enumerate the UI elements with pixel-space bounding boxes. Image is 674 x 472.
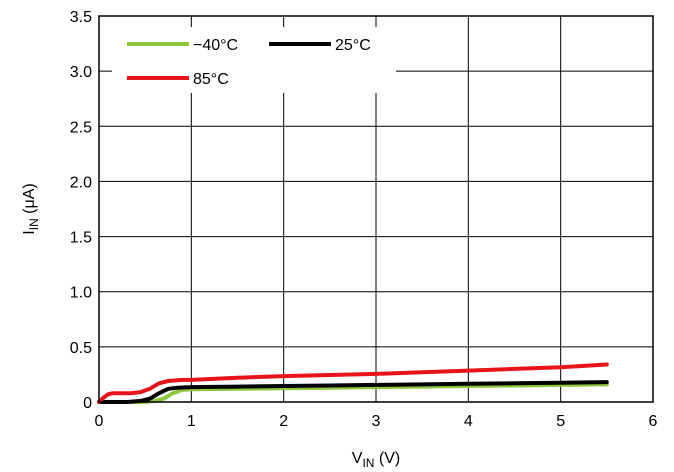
- x-axis-label-unit: (V): [374, 450, 400, 467]
- x-tick-label: 6: [649, 413, 658, 430]
- y-tick-label: 2.0: [70, 174, 92, 191]
- legend-background: [112, 27, 396, 93]
- x-axis-label-sub: IN: [362, 456, 374, 470]
- y-tick-label: 1.0: [70, 285, 92, 302]
- x-axis-ticks: 0 1 2 3 4 5 6: [95, 413, 658, 430]
- y-tick-label: 0: [83, 395, 92, 412]
- y-tick-label: 1.5: [70, 230, 92, 247]
- y-axis-label: IIN (μA): [21, 183, 41, 234]
- y-axis-label-unit: (μA): [21, 183, 38, 218]
- y-tick-label: 2.5: [70, 119, 92, 136]
- x-axis-label: VIN (V): [352, 450, 400, 470]
- y-axis-label-main: I: [21, 230, 38, 234]
- x-axis-label-main: V: [352, 450, 363, 467]
- plot-border: [98, 15, 654, 403]
- x-tick-label: 1: [187, 413, 196, 430]
- legend: −40°C 25°C 85°C: [112, 27, 396, 93]
- x-tick-label: 4: [464, 413, 473, 430]
- y-tick-label: 0.5: [70, 340, 92, 357]
- legend-label-2: 85°C: [193, 71, 229, 88]
- x-tick-label: 5: [556, 413, 565, 430]
- x-tick-label: 3: [372, 413, 381, 430]
- x-tick-label: 0: [95, 413, 104, 430]
- legend-label-1: 25°C: [335, 37, 371, 54]
- series-line-1: [97, 380, 609, 404]
- y-axis-ticks: 0 0.5 1.0 1.5 2.0 2.5 3.0 3.5: [70, 9, 92, 412]
- x-tick-label: 2: [279, 413, 288, 430]
- series-line-2: [97, 362, 609, 404]
- y-axis-label-sub: IN: [27, 218, 41, 230]
- series-layer: [97, 362, 609, 404]
- y-tick-label: 3.5: [70, 9, 92, 26]
- legend-label-0: −40°C: [193, 37, 238, 54]
- y-tick-label: 3.0: [70, 64, 92, 81]
